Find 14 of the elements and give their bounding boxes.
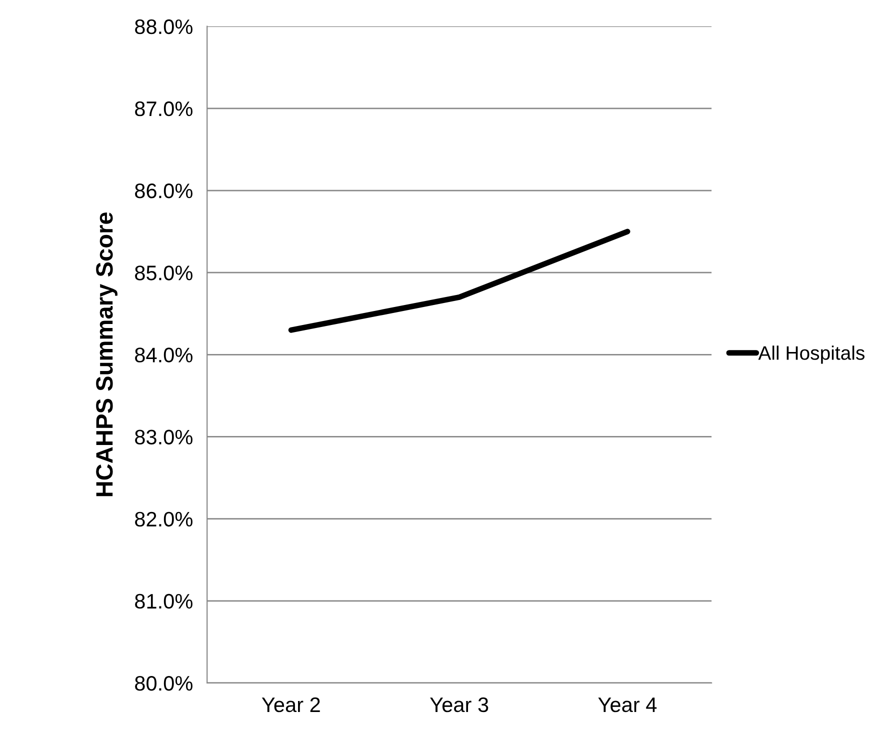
y-tick-label: 87.0% xyxy=(135,101,192,116)
y-tick-label: 81.0% xyxy=(135,594,192,609)
y-tick-label: 82.0% xyxy=(135,512,192,527)
y-tick-label: 85.0% xyxy=(135,266,192,280)
x-tick-label: Year 2 xyxy=(262,697,320,712)
y-tick-label: 84.0% xyxy=(135,348,192,362)
y-tick-label: 80.0% xyxy=(135,676,192,691)
y-axis-title: HCAHPS Summary Score xyxy=(96,212,118,496)
y-tick-label: 83.0% xyxy=(135,430,192,444)
y-tick-label: 86.0% xyxy=(135,184,192,198)
y-tick-label: 88.0% xyxy=(135,19,192,34)
legend-label: All Hospitals xyxy=(758,346,864,364)
x-tick-label: Year 4 xyxy=(598,698,657,712)
x-tick-label: Year 3 xyxy=(430,697,488,712)
